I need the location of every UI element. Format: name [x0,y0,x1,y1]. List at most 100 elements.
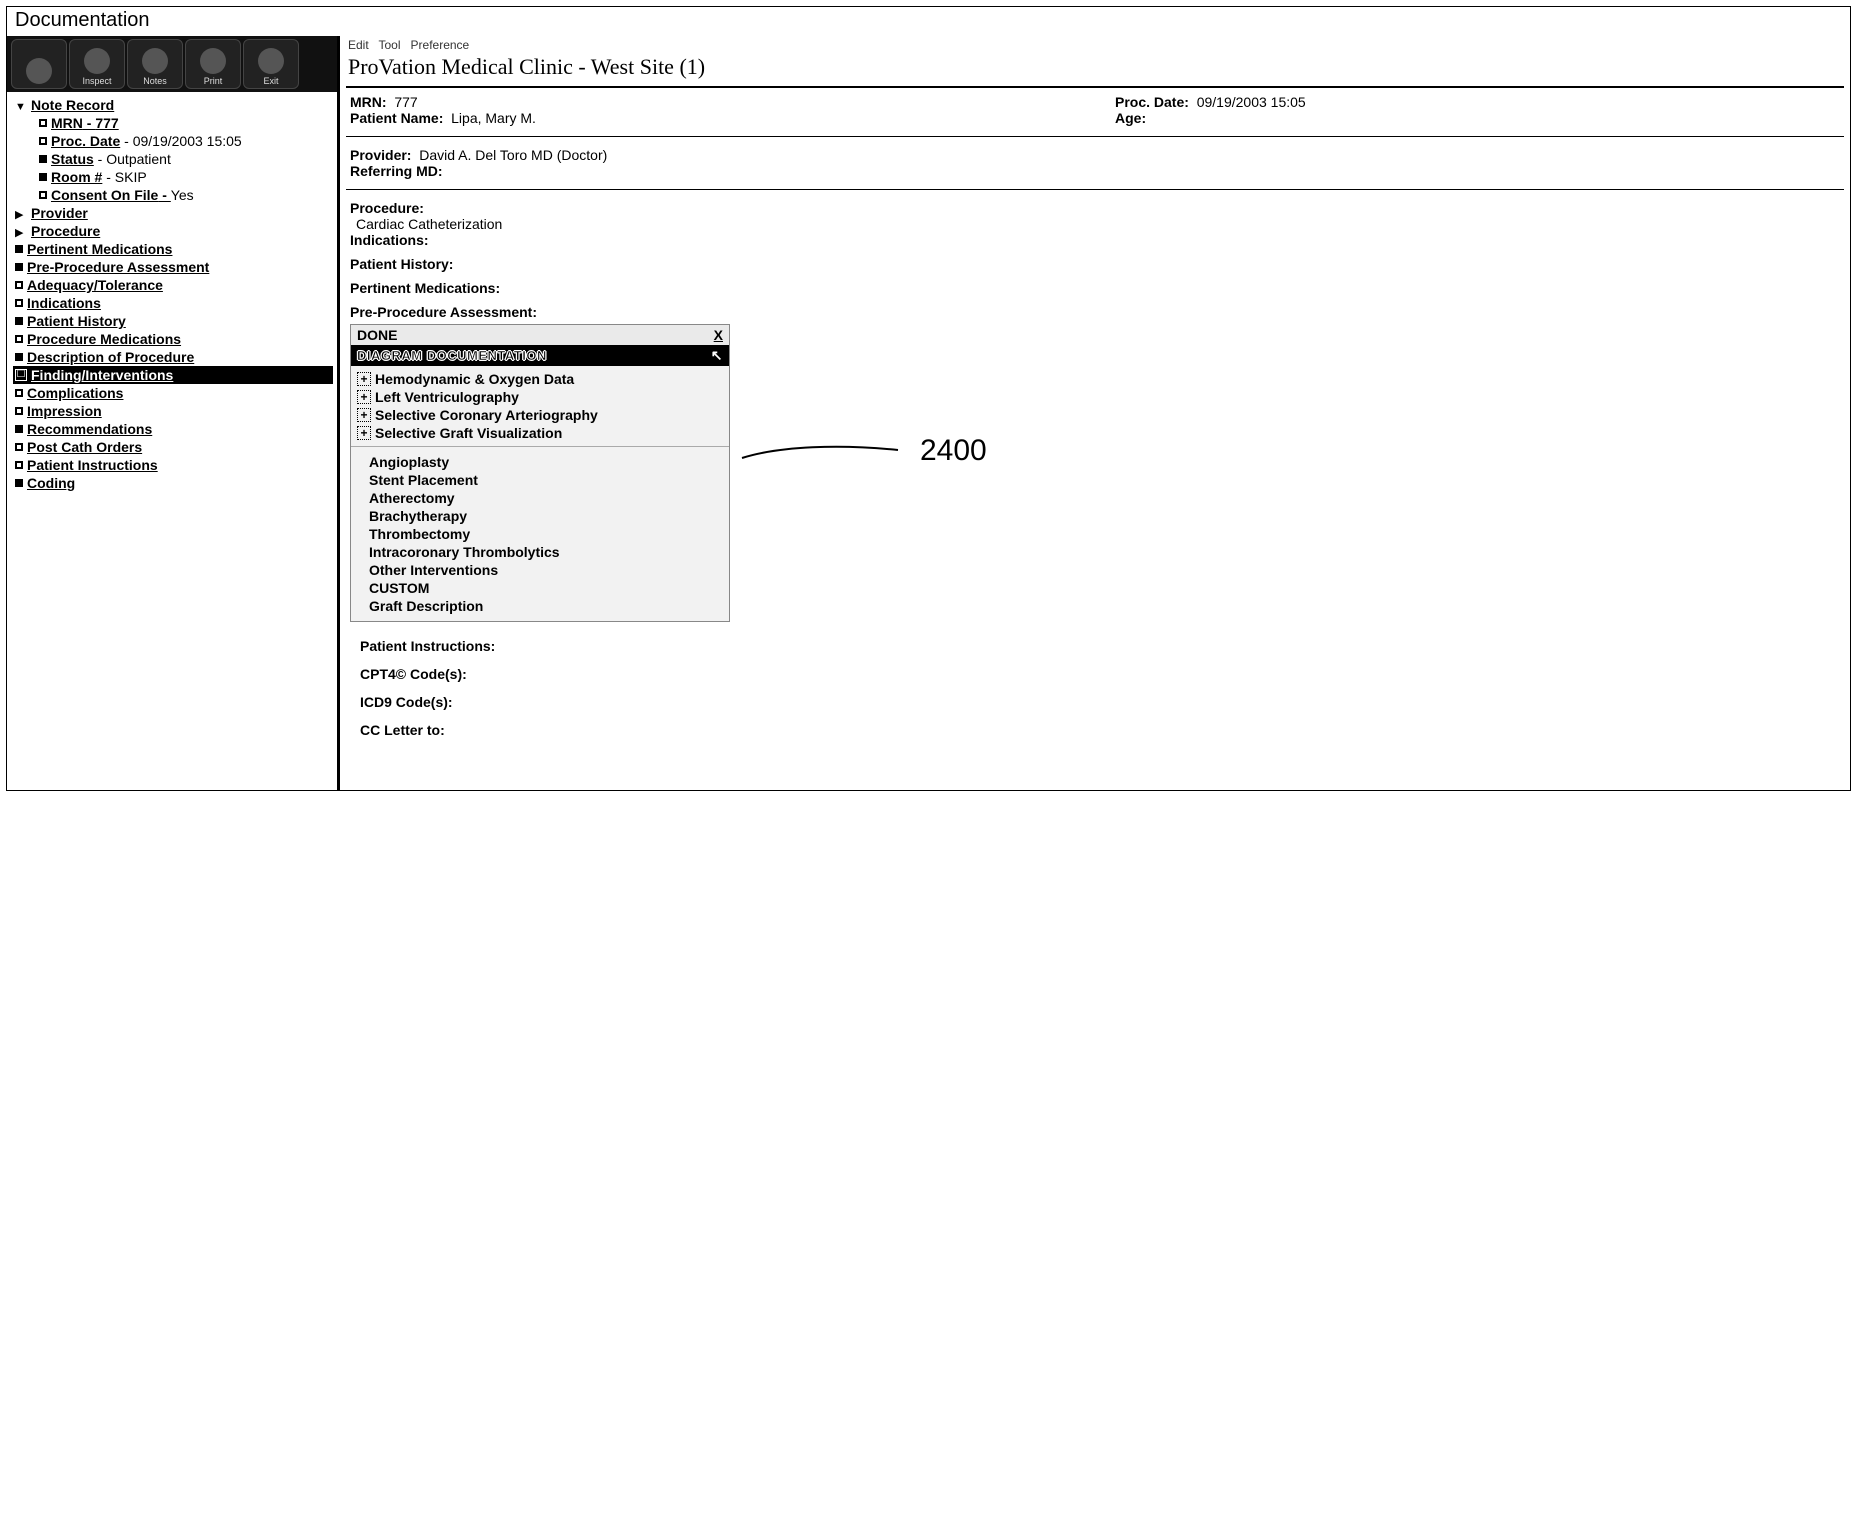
bullet-icon [15,263,23,271]
popup-title-row[interactable]: DIAGRAM DOCUMENTATION ↖ [351,345,729,366]
tree-section-label: Complications [27,385,123,401]
procedure-label: Procedure: [350,200,424,216]
popup-item-selective-graft-visualization[interactable]: +Selective Graft Visualization [353,424,727,442]
tree-root[interactable]: Note Record [13,96,333,114]
box-icon: ☐ [15,369,27,381]
bullet-icon [15,281,23,289]
expand-icon: + [357,426,371,440]
popup-subitem-intracoronary-thrombolytics[interactable]: Intracoronary Thrombolytics [369,543,723,561]
toolbar-button-inspect[interactable]: Inspect [69,39,125,89]
tree-section-description-of-procedure[interactable]: Description of Procedure [13,348,333,366]
popup-item-label: Hemodynamic & Oxygen Data [375,371,574,387]
menu-preference[interactable]: Preference [411,38,470,52]
exit-icon [258,48,284,74]
notes-icon [142,48,168,74]
popup-subitem-stent-placement[interactable]: Stent Placement [369,471,723,489]
tree-section-pre-procedure-assessment[interactable]: Pre-Procedure Assessment [13,258,333,276]
popup-item-selective-coronary-arteriography[interactable]: +Selective Coronary Arteriography [353,406,727,424]
tree-section-patient-instructions[interactable]: Patient Instructions [13,456,333,474]
nav-tree: Note Record MRN - 777 Proc. Date - 09/19… [7,92,337,498]
popup-close-button[interactable]: X [714,327,723,343]
menu-tool[interactable]: Tool [378,38,400,52]
tree-section-label: Procedure [31,223,100,239]
popup-expandable-list: + Hemodynamic & Oxygen Data+Left Ventricu… [351,366,729,446]
bullet-icon [15,425,23,433]
tree-section-label: Patient History [27,313,126,329]
toolbar-button-notes[interactable]: Notes [127,39,183,89]
tree-section-label: Patient Instructions [27,457,158,473]
patient-name-value: Lipa, Mary M. [451,110,536,126]
popup-item-label: Selective Coronary Arteriography [375,407,598,423]
tree-section-impression[interactable]: Impression [13,402,333,420]
facility-title: ProVation Medical Clinic - West Site (1) [340,52,1850,86]
caret-icon [15,223,27,239]
tree-section-label: Post Cath Orders [27,439,142,455]
popup-item-left-ventriculography[interactable]: +Left Ventriculography [353,388,727,406]
popup-subitem-brachytherapy[interactable]: Brachytherapy [369,507,723,525]
preproc-label: Pre-Procedure Assessment: [350,296,1840,320]
cpt-codes-label: CPT4© Code(s): [360,660,1830,688]
tree-root-label: Note Record [31,97,114,113]
tree-section-label: Provider [31,205,88,221]
tree-section-post-cath-orders[interactable]: Post Cath Orders [13,438,333,456]
bullet-icon [15,335,23,343]
tree-section-label: Adequacy/Tolerance [27,277,163,293]
popup-item-hemodynamic-oxygen-data[interactable]: + Hemodynamic & Oxygen Data [353,370,727,388]
tree-section-adequacy-tolerance[interactable]: Adequacy/Tolerance [13,276,333,294]
popup-subitem-atherectomy[interactable]: Atherectomy [369,489,723,507]
tree-section-label: Indications [27,295,101,311]
tree-record-status[interactable]: Status - Outpatient [13,150,333,168]
tree-section-recommendations[interactable]: Recommendations [13,420,333,438]
expand-icon: + [357,372,371,386]
provider-value: David A. Del Toro MD (Doctor) [419,147,607,163]
bullet-icon [15,389,23,397]
findings-popup: DONE X DIAGRAM DOCUMENTATION ↖ + Hemodyna… [350,324,730,622]
tree-section-label: Finding/Interventions [31,367,173,383]
bullet-icon [15,479,23,487]
menu-edit[interactable]: Edit [348,38,369,52]
cc-letter-label: CC Letter to: [360,716,1830,744]
popup-subitem-angioplasty[interactable]: Angioplasty [369,453,723,471]
mrn-value: 777 [394,94,417,110]
popup-subitem-graft-description[interactable]: Graft Description [369,597,723,615]
toolbar-button-0[interactable] [11,39,67,89]
cursor-icon: ↖ [711,347,723,364]
tree-section-indications[interactable]: Indications [13,294,333,312]
toolbar-button-print[interactable]: Print [185,39,241,89]
tree-record-room[interactable]: Room # - SKIP [13,168,333,186]
bullet-icon [15,353,23,361]
procedure-block: Procedure: Cardiac Catheterization Indic… [340,194,1850,790]
footer-fields: Patient Instructions: CPT4© Code(s): ICD… [350,622,1840,784]
patient-instructions-label: Patient Instructions: [360,632,1830,660]
tree-section-complications[interactable]: Complications [13,384,333,402]
tree-section-label: Recommendations [27,421,152,437]
popup-sub-list: AngioplastyStent PlacementAtherectomyBra… [351,446,729,621]
age-label: Age: [1115,110,1146,126]
tree-section-procedure-medications[interactable]: Procedure Medications [13,330,333,348]
patient-name-label: Patient Name: [350,110,443,126]
tree-record-consent[interactable]: Consent On File - Yes [13,186,333,204]
tree-section-provider[interactable]: Provider [13,204,333,222]
print-icon [200,48,226,74]
procedure-value: Cardiac Catheterization [350,216,1840,232]
indications-label: Indications: [350,232,429,248]
popup-subitem-thrombectomy[interactable]: Thrombectomy [369,525,723,543]
popup-title: DIAGRAM DOCUMENTATION [357,348,547,363]
tree-section-finding-interventions[interactable]: ☐ Finding/Interventions [13,366,333,384]
tree-section-coding[interactable]: Coding [13,474,333,492]
tree-section-pertinent-medications[interactable]: Pertinent Medications [13,240,333,258]
tree-record-procdate[interactable]: Proc. Date - 09/19/2003 15:05 [13,132,333,150]
tree-record-mrn[interactable]: MRN - 777 [13,114,333,132]
popup-subitem-custom[interactable]: CUSTOM [369,579,723,597]
provider-label: Provider: [350,147,411,163]
popup-subitem-other-interventions[interactable]: Other Interventions [369,561,723,579]
bullet-icon [39,119,47,127]
referring-label: Referring MD: [350,163,443,179]
toolbar-button-exit[interactable]: Exit [243,39,299,89]
tree-section-label: Pertinent Medications [27,241,172,257]
tree-section-patient-history[interactable]: Patient History [13,312,333,330]
patient-header: MRN: 777 Patient Name: Lipa, Mary M. Pro… [340,88,1850,132]
popup-done-button[interactable]: DONE [357,327,397,343]
tree-section-procedure[interactable]: Procedure [13,222,333,240]
app-window: Documentation Inspect Notes Print Exit N… [6,6,1851,791]
